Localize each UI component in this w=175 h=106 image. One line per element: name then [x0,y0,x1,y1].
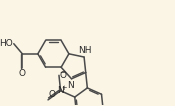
Text: NH: NH [78,46,91,55]
Text: N: N [57,86,64,95]
Text: −: − [60,70,65,76]
Text: O: O [60,71,67,80]
Text: O: O [49,90,56,99]
Text: O: O [18,69,25,78]
Text: N: N [68,81,74,90]
Text: +: + [61,85,67,91]
Text: HO: HO [0,39,13,48]
